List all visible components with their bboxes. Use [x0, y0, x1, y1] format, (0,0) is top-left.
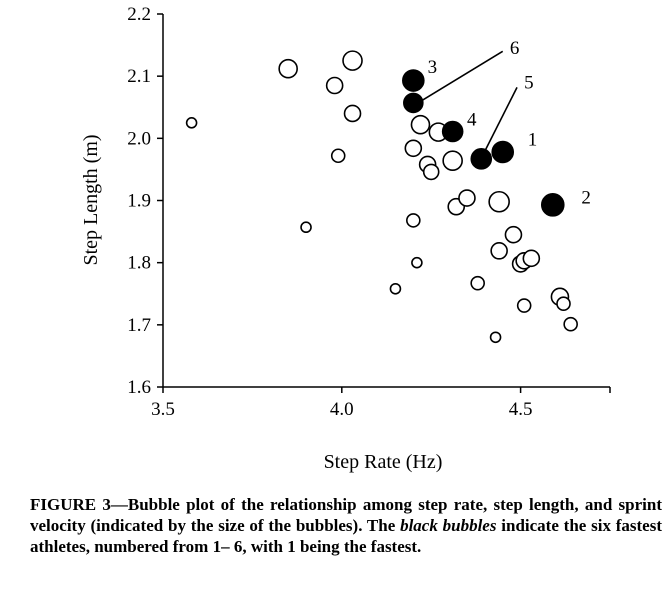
athlete-bubble	[422, 163, 440, 181]
rank-label: 3	[428, 57, 438, 78]
y-tick-label: 1.8	[127, 253, 151, 274]
x-axis-title: Step Rate (Hz)	[324, 451, 443, 473]
x-tick-label: 4.5	[509, 399, 533, 420]
y-axis-title: Step Length (m)	[80, 134, 102, 265]
athlete-bubble	[556, 296, 571, 311]
rank-label: 4	[467, 110, 477, 131]
fast-athlete-bubble	[540, 193, 565, 217]
athlete-bubble	[489, 331, 502, 344]
bubbles	[185, 50, 578, 344]
athlete-bubble	[278, 58, 298, 79]
x-tick-label: 4.0	[330, 399, 354, 420]
rank-label: 1	[528, 130, 538, 151]
athlete-bubble	[411, 256, 423, 269]
athlete-bubble	[404, 139, 423, 158]
fast-athlete-bubble	[470, 148, 493, 170]
athlete-bubble	[389, 282, 402, 295]
caption-italic: black bubbles	[400, 516, 497, 535]
fast-athlete-bubble	[441, 120, 464, 143]
athlete-bubble	[458, 189, 476, 207]
leader-line	[480, 86, 518, 159]
fast-athlete-bubble	[402, 69, 425, 92]
athlete-bubble	[442, 150, 463, 172]
fast-athlete-bubble	[491, 140, 515, 164]
annotations: 3 6 4 5 1 2	[416, 38, 591, 208]
athlete-bubble	[406, 213, 421, 228]
y-tick-label: 1.7	[127, 315, 151, 336]
y-tick-label: 1.9	[127, 191, 151, 212]
rank-label: 5	[524, 72, 534, 93]
axes: 1.6 1.7 1.8 1.9 2.0 2.1 2.2 3.5 4.0 4.5	[127, 4, 611, 420]
athlete-bubble	[300, 221, 312, 234]
leader-line	[416, 50, 504, 105]
athlete-bubble	[343, 104, 362, 123]
bubble-chart: 1.6 1.7 1.8 1.9 2.0 2.1 2.2 3.5 4.0 4.5 3 6 4 5 1 2 St…	[80, 4, 611, 473]
athlete-bubble	[516, 298, 532, 313]
athlete-bubble	[522, 249, 541, 268]
figure-caption: FIGURE 3—Bubble plot of the relationship…	[30, 494, 662, 557]
athlete-bubble	[325, 76, 344, 95]
caption-text-end: indicate the six fastest athletes, numbe…	[30, 516, 663, 556]
y-tick-label: 2.2	[127, 4, 151, 25]
x-tick-label: 3.5	[151, 399, 175, 420]
y-tick-label: 2.0	[127, 128, 151, 149]
athlete-bubble	[342, 50, 363, 71]
athlete-bubble	[563, 316, 578, 332]
athlete-bubble	[185, 116, 198, 129]
athlete-bubble	[504, 225, 523, 244]
y-tick-label: 1.6	[127, 377, 151, 398]
rank-label: 2	[581, 187, 591, 208]
fast-athlete-bubble	[403, 92, 424, 114]
athlete-bubble	[410, 114, 431, 135]
caption-text: FIGURE 3—Bubble plot of the relationship…	[30, 495, 662, 535]
y-tick-label: 2.1	[127, 66, 151, 87]
athlete-bubble	[330, 148, 346, 164]
athlete-bubble	[490, 242, 508, 260]
athlete-bubble	[470, 275, 485, 291]
rank-label: 6	[510, 38, 520, 59]
athlete-bubble	[488, 190, 510, 213]
